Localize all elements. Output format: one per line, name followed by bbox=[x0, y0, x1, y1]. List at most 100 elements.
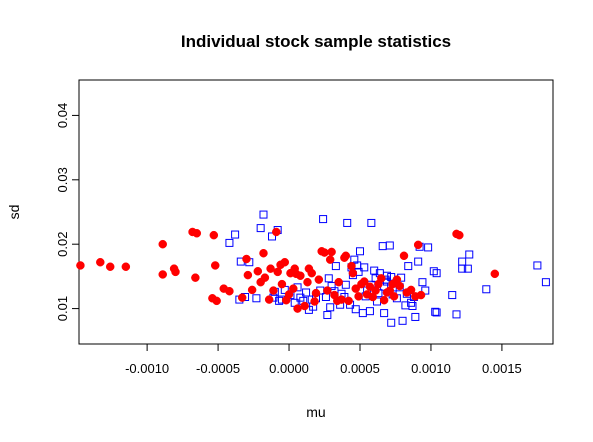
y-tick-label: 0.04 bbox=[55, 103, 70, 128]
data-point-circle bbox=[293, 304, 302, 313]
data-point-square bbox=[421, 286, 430, 295]
data-point-square bbox=[541, 278, 550, 287]
data-point-circle bbox=[310, 297, 319, 306]
data-point-circle bbox=[76, 261, 85, 270]
data-point-square bbox=[302, 288, 311, 297]
data-point-circle bbox=[360, 277, 369, 286]
data-point-circle bbox=[344, 296, 353, 306]
x-tick-label: 0.0015 bbox=[482, 361, 522, 376]
data-point-square bbox=[452, 310, 461, 319]
data-point-square bbox=[458, 264, 467, 273]
data-point-square bbox=[418, 278, 427, 287]
data-point-circle bbox=[399, 251, 409, 261]
data-point-circle bbox=[300, 301, 309, 311]
data-point-circle bbox=[247, 285, 257, 295]
data-point-square bbox=[387, 318, 396, 327]
y-axis: 0.01 0.02 0.03 0.04 bbox=[55, 103, 80, 321]
data-point-circle bbox=[237, 293, 247, 302]
x-tick-label: 0.0010 bbox=[411, 361, 451, 376]
x-tick-label: 0.0005 bbox=[340, 361, 380, 376]
data-point-square bbox=[323, 311, 332, 320]
data-point-circle bbox=[105, 262, 115, 271]
data-point-square bbox=[463, 264, 472, 273]
data-point-square bbox=[365, 307, 374, 316]
data-point-circle bbox=[311, 288, 321, 298]
data-point-circle bbox=[320, 248, 329, 257]
data-point-square bbox=[327, 282, 336, 291]
data-point-square bbox=[343, 218, 352, 227]
data-point-square bbox=[429, 267, 438, 276]
data-point-square bbox=[252, 294, 261, 303]
data-point-circle bbox=[158, 239, 167, 249]
data-point-circle bbox=[351, 284, 360, 293]
x-tick-label: -0.0005 bbox=[196, 361, 240, 376]
data-point-circle bbox=[379, 295, 389, 305]
data-point-square bbox=[268, 232, 277, 241]
data-point-circle bbox=[243, 270, 253, 280]
data-point-square bbox=[458, 257, 467, 266]
data-point-square bbox=[533, 261, 542, 270]
data-point-circle bbox=[455, 230, 464, 240]
data-point-circle bbox=[225, 286, 234, 296]
x-tick-label: -0.0010 bbox=[125, 361, 169, 376]
data-point-circle bbox=[296, 271, 305, 280]
data-point-circle bbox=[277, 279, 287, 289]
data-point-circle bbox=[354, 292, 363, 301]
data-point-square bbox=[319, 215, 328, 224]
data-point-square bbox=[404, 262, 413, 271]
data-point-circle bbox=[280, 257, 290, 267]
data-point-square bbox=[411, 312, 420, 321]
chart-title: Individual stock sample statistics bbox=[181, 32, 451, 51]
data-point-square bbox=[407, 298, 416, 307]
y-tick-label: 0.01 bbox=[55, 296, 70, 321]
data-point-circle bbox=[272, 227, 281, 237]
y-axis-label: sd bbox=[6, 205, 22, 220]
x-tick-label: 0.0000 bbox=[269, 361, 309, 376]
data-point-circle bbox=[389, 292, 399, 301]
data-point-square bbox=[355, 247, 364, 256]
data-point-square bbox=[296, 293, 305, 302]
x-axis: -0.0010 -0.0005 0.0000 0.0005 0.0010 0.0015 bbox=[125, 343, 522, 376]
data-point-circle bbox=[307, 268, 316, 278]
data-point-circle bbox=[264, 295, 274, 304]
data-point-square bbox=[370, 266, 379, 275]
data-point-square bbox=[385, 241, 394, 250]
data-point-circle bbox=[171, 267, 180, 277]
data-point-square bbox=[380, 309, 389, 318]
data-point-circle bbox=[289, 284, 298, 293]
data-point-circle bbox=[377, 274, 386, 283]
data-point-circle bbox=[96, 257, 105, 267]
data-point-square bbox=[324, 274, 333, 283]
data-point-circle bbox=[209, 230, 219, 240]
data-point-circle bbox=[402, 288, 412, 297]
data-point-square bbox=[414, 257, 423, 266]
data-point-square bbox=[432, 308, 441, 317]
data-point-circle bbox=[416, 290, 426, 300]
data-point-circle bbox=[341, 251, 351, 261]
y-tick-label: 0.02 bbox=[55, 232, 70, 257]
data-point-circle bbox=[191, 273, 200, 282]
data-point-circle bbox=[192, 228, 202, 238]
data-point-circle bbox=[242, 254, 251, 264]
data-point-square bbox=[431, 307, 440, 316]
data-point-circle bbox=[284, 290, 294, 299]
data-point-square bbox=[398, 316, 407, 325]
data-point-square bbox=[367, 218, 376, 227]
data-point-circle bbox=[413, 240, 423, 250]
data-point-square bbox=[341, 280, 350, 289]
data-point-square bbox=[225, 238, 234, 247]
data-point-circle bbox=[314, 275, 324, 284]
data-point-circle bbox=[273, 267, 282, 277]
data-point-square bbox=[256, 224, 265, 233]
data-point-square bbox=[424, 243, 433, 252]
data-point-square bbox=[378, 242, 387, 251]
data-point-circle bbox=[121, 262, 131, 271]
data-point-circle bbox=[212, 296, 221, 306]
data-point-circle bbox=[348, 268, 358, 278]
data-point-circle bbox=[395, 281, 404, 291]
data-point-square bbox=[401, 301, 410, 310]
data-point-circle bbox=[253, 266, 263, 276]
data-point-square bbox=[326, 303, 335, 312]
data-point-square bbox=[358, 309, 367, 318]
